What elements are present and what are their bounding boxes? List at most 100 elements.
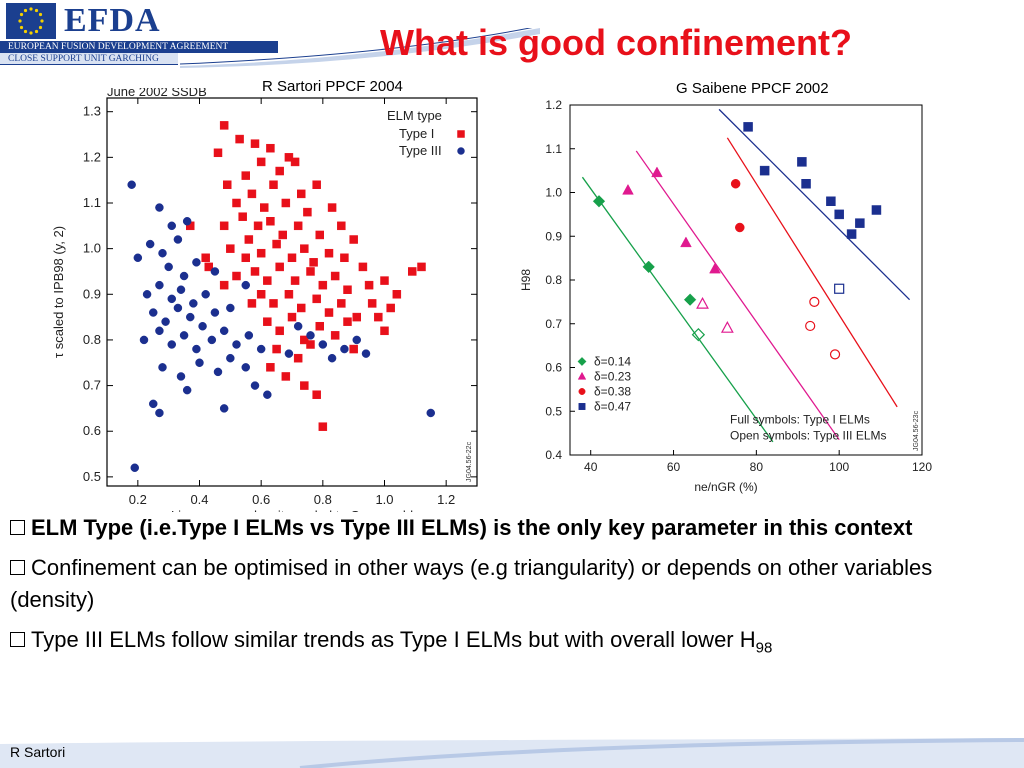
data-point-type-iii [263,390,272,399]
caption-right: G Saibene PPCF 2002 [676,80,829,97]
data-point-type-i [349,235,358,244]
data-point-type-iii [352,335,361,345]
bullet-subscript: 98 [755,639,773,657]
data-point-type-i [281,198,291,208]
y-tick-label: 0.6 [83,423,101,438]
data-point-type-i [392,290,402,299]
y-tick-label: 0.9 [83,286,101,301]
slide-header: EFDA EUROPEAN FUSION DEVELOPMENT AGREEME… [0,0,1024,70]
footer-swoosh-decoration [0,738,1024,768]
data-point-type-iii [176,285,186,294]
logo-text: EFDA [64,2,161,39]
data-point-type-i [247,189,257,199]
data-point-type-i [244,235,254,244]
data-point-type-iii [173,303,183,313]
data-point-type-iii [244,331,254,340]
y-tick-label: 1.0 [83,241,101,256]
data-point-type-i [386,303,395,313]
data-point-type-iii [179,271,189,281]
data-point-full [592,195,606,208]
data-point-full [622,183,634,195]
data-point-type-i [253,221,263,231]
y-tick-label: 1.1 [545,142,562,156]
data-point-type-i [303,207,312,217]
data-point-type-iii [213,367,223,377]
data-point-type-i [293,221,303,231]
y-tick-label: 1.2 [83,149,101,164]
data-point-type-iii [155,326,164,336]
data-point-type-i [330,331,340,340]
data-point-type-i [275,166,284,176]
slide-title: What is good confinement? [380,22,852,63]
data-point-type-iii [167,221,176,231]
data-point-type-i [343,317,352,326]
data-point-type-iii [130,463,139,472]
data-point-type-iii [361,349,371,358]
legend-marker [578,388,586,395]
data-point-type-i [312,390,321,399]
data-point-type-i [380,276,389,285]
x-axis-label: ne/nGR (%) [694,480,757,494]
data-point-type-i [300,335,309,345]
y-tick-label: 1.1 [83,195,101,210]
data-point-type-iii [189,299,198,308]
data-point-open [691,327,706,342]
data-point-type-i [343,285,352,294]
data-point-type-iii [226,353,235,363]
data-point-type-iii [293,321,303,331]
y-tick-label: 1.2 [545,98,562,112]
data-point-type-i [256,290,266,299]
x-tick-label: 0.6 [252,492,270,507]
data-point-type-i [275,326,284,336]
data-point-type-i [272,344,281,354]
data-point-type-iii [192,344,201,354]
data-point-type-i [312,180,321,189]
data-point-type-i [219,280,229,290]
data-point-type-i [223,180,232,189]
chart-note: Full symbols: Type I ELMs [730,412,870,426]
data-point-full [846,229,857,239]
data-point-type-iii [182,216,192,226]
fit-line [718,108,911,301]
legend-marker [457,130,465,138]
chart-elm-type-scatter: 0.2 0.4 0.6 0.8 1.0 1.2 0.5 0.6 0.7 0.8 0.9 1.0 1.1 1… [51,88,478,512]
data-point-type-i [293,353,303,363]
data-point-type-i [241,171,250,180]
data-point-type-i [226,244,235,253]
data-point-open [720,321,734,333]
data-point-type-iii [142,290,152,299]
data-point-type-iii [167,340,176,349]
data-point-type-iii [158,363,167,372]
data-point-type-i [204,262,213,272]
y-tick-label: 0.5 [83,469,101,484]
data-point-open [834,283,845,294]
data-point-type-i [297,303,306,313]
data-point-full [834,209,844,220]
data-point-type-iii [139,335,149,345]
data-point-type-i [241,253,250,263]
data-point-type-i [352,312,361,322]
data-point-full [801,179,811,189]
x-tick-label: 0.8 [314,492,332,507]
data-point-type-i [290,276,300,285]
data-point-open [809,296,820,307]
data-point-type-iii [158,248,167,258]
org-name: EUROPEAN FUSION DEVELOPMENT AGREEMENT [0,41,278,53]
data-point-open [829,349,841,360]
data-point-full [680,236,692,248]
y-axis-label: H98 [519,269,533,291]
x-tick-label: 120 [912,460,932,474]
data-point-type-iii [195,358,204,368]
data-point-type-i [374,312,383,322]
x-axis-label: Line average density scaled to Greenwald [171,508,413,512]
data-point-type-i [219,221,229,231]
data-point-type-iii [226,303,235,313]
data-point-type-i [247,299,257,308]
data-point-type-i [315,230,324,240]
data-point-type-iii [186,312,195,322]
chart-triangularity-scatter: 40 60 80 100 120 0.4 0.5 0.6 0.7 0.8 0.9 1.0 1.1 1.2 n… [519,98,932,494]
data-point-type-i [367,299,377,308]
data-point-type-iii [207,335,217,345]
data-point-type-iii [241,363,250,372]
data-point-type-i [324,308,334,317]
